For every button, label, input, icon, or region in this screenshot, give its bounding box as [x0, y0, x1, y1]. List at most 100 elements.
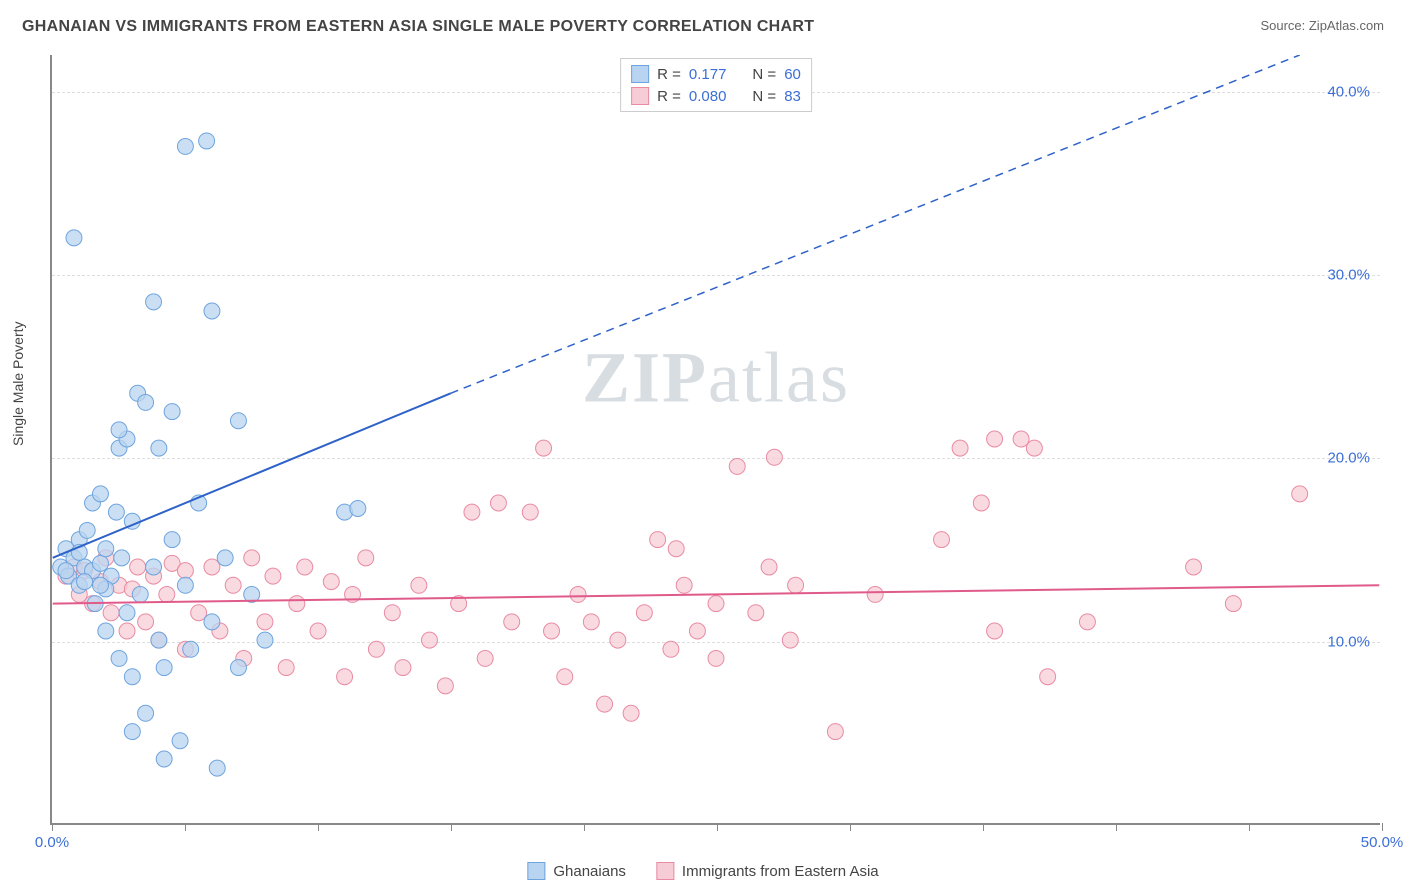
data-point: [132, 586, 148, 602]
data-point: [93, 486, 109, 502]
data-point: [151, 440, 167, 456]
data-point: [934, 532, 950, 548]
data-point: [411, 577, 427, 593]
data-point: [146, 294, 162, 310]
x-tick: [1116, 823, 1117, 831]
swatch-ghanaians: [631, 65, 649, 83]
data-point: [952, 440, 968, 456]
data-point: [199, 133, 215, 149]
data-point: [522, 504, 538, 520]
data-point: [93, 555, 109, 571]
x-tick: [983, 823, 984, 831]
n-label-2: N =: [752, 88, 776, 105]
r-value-1: 0.177: [689, 66, 727, 83]
data-point: [138, 394, 154, 410]
data-point: [623, 705, 639, 721]
data-point: [209, 760, 225, 776]
x-tick: [318, 823, 319, 831]
data-point: [689, 623, 705, 639]
data-point: [111, 650, 127, 666]
data-point: [124, 669, 140, 685]
data-point: [146, 559, 162, 575]
data-point: [987, 431, 1003, 447]
data-point: [98, 541, 114, 557]
data-point: [164, 532, 180, 548]
x-tick: [52, 823, 53, 831]
trend-line-ghanaians-dash: [451, 55, 1300, 393]
x-tick: [717, 823, 718, 831]
data-point: [636, 605, 652, 621]
data-point: [610, 632, 626, 648]
data-point: [257, 632, 273, 648]
x-tick: [584, 823, 585, 831]
legend-item-immigrants: Immigrants from Eastern Asia: [656, 862, 879, 880]
data-point: [477, 650, 493, 666]
chart-title: GHANAIAN VS IMMIGRANTS FROM EASTERN ASIA…: [22, 18, 814, 36]
data-point: [98, 623, 114, 639]
data-point: [114, 550, 130, 566]
data-point: [177, 138, 193, 154]
data-point: [297, 559, 313, 575]
data-point: [66, 230, 82, 246]
correlation-legend: R = 0.177 N = 60 R = 0.080 N = 83: [620, 58, 812, 112]
x-tick: [850, 823, 851, 831]
x-tick: [185, 823, 186, 831]
data-point: [384, 605, 400, 621]
data-point: [323, 574, 339, 590]
swatch-bottom-ghanaians: [527, 862, 545, 880]
data-point: [1013, 431, 1029, 447]
legend-label-ghanaians: Ghanaians: [553, 863, 626, 880]
data-point: [729, 458, 745, 474]
legend-row-2: R = 0.080 N = 83: [631, 85, 801, 107]
data-point: [225, 577, 241, 593]
data-point: [544, 623, 560, 639]
data-point: [124, 724, 140, 740]
data-point: [204, 614, 220, 630]
data-point: [1225, 596, 1241, 612]
r-value-2: 0.080: [689, 88, 727, 105]
data-point: [650, 532, 666, 548]
data-point: [557, 669, 573, 685]
data-point: [708, 650, 724, 666]
data-point: [788, 577, 804, 593]
series-legend: Ghanaians Immigrants from Eastern Asia: [527, 862, 878, 880]
data-point: [119, 605, 135, 621]
data-point: [504, 614, 520, 630]
legend-row-1: R = 0.177 N = 60: [631, 63, 801, 85]
data-point: [827, 724, 843, 740]
data-point: [583, 614, 599, 630]
data-point: [421, 632, 437, 648]
data-point: [151, 632, 167, 648]
r-label-2: R =: [657, 88, 681, 105]
data-point: [183, 641, 199, 657]
data-point: [663, 641, 679, 657]
n-value-2: 83: [784, 88, 801, 105]
legend-item-ghanaians: Ghanaians: [527, 862, 626, 880]
swatch-bottom-immigrants: [656, 862, 674, 880]
x-tick: [1249, 823, 1250, 831]
data-point: [217, 550, 233, 566]
data-point: [490, 495, 506, 511]
data-point: [278, 660, 294, 676]
data-point: [350, 501, 366, 517]
x-tick-label: 0.0%: [35, 834, 69, 851]
data-point: [204, 303, 220, 319]
data-point: [130, 559, 146, 575]
data-point: [159, 586, 175, 602]
data-point: [77, 574, 93, 590]
data-point: [230, 413, 246, 429]
data-point: [93, 577, 109, 593]
data-point: [257, 614, 273, 630]
data-point: [766, 449, 782, 465]
data-point: [289, 596, 305, 612]
data-point: [597, 696, 613, 712]
data-point: [570, 586, 586, 602]
data-point: [782, 632, 798, 648]
data-point: [156, 660, 172, 676]
data-point: [395, 660, 411, 676]
data-point: [79, 522, 95, 538]
data-point: [172, 733, 188, 749]
data-point: [1040, 669, 1056, 685]
data-point: [761, 559, 777, 575]
data-point: [119, 623, 135, 639]
